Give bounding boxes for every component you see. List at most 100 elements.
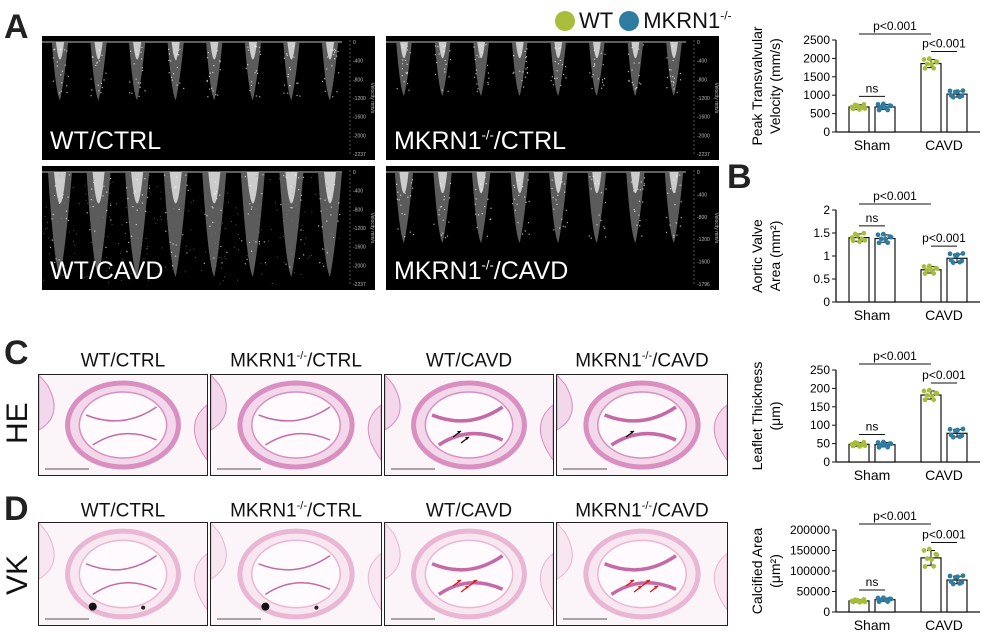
data-point <box>948 257 954 263</box>
doppler-beat <box>627 42 645 96</box>
valve-lumen <box>424 391 514 459</box>
vk-col-title-1: WT/CTRL <box>80 500 166 522</box>
arrow-icon <box>460 436 470 444</box>
noise-speck <box>146 253 148 255</box>
data-point <box>952 575 958 580</box>
bar-mkrn1--cavd <box>946 579 968 613</box>
valve-lumen <box>597 391 687 459</box>
data-point <box>926 387 932 393</box>
data-point <box>850 599 856 605</box>
velocity-scale-tick: -800 <box>353 77 363 83</box>
doppler-beat <box>279 172 305 277</box>
y-tick-label: 1.5 <box>813 226 830 240</box>
y-tick-label: 2500 <box>803 33 830 47</box>
noise-speck <box>282 236 284 238</box>
data-point <box>926 263 932 269</box>
noise-speck <box>102 216 104 218</box>
vk-col-title-4: MKRN1-/-/CAVD <box>575 500 709 522</box>
noise-speck <box>258 177 260 179</box>
noise-speck <box>74 244 76 246</box>
noise-speck <box>238 237 240 239</box>
y-tick-label: 2 <box>823 203 830 217</box>
noise-speck <box>120 252 122 254</box>
bar-mkrn1--cavd <box>946 257 968 303</box>
noise-speck <box>221 257 223 259</box>
noise-speck <box>56 221 58 223</box>
significance-label: p<0.001 <box>873 509 917 523</box>
data-point <box>850 106 856 112</box>
surrounding-tissue <box>211 375 227 431</box>
doppler-trace: 0 -400 -800 -1200 -1600 -2000 -2237 Velocity mm… <box>42 170 375 288</box>
noise-speck <box>131 206 133 208</box>
noise-speck <box>326 249 328 251</box>
noise-speck <box>129 186 131 188</box>
noise-speck <box>147 269 149 271</box>
noise-speck <box>99 255 101 257</box>
doppler-beat <box>589 42 606 96</box>
noise-speck <box>74 252 76 254</box>
noise-speck <box>237 213 239 215</box>
velocity-scale-tick: -1200 <box>353 96 366 102</box>
calcium-deposit <box>88 602 97 611</box>
arrow-icon <box>468 579 478 587</box>
noise-speck <box>102 183 104 185</box>
noise-speck <box>157 273 159 275</box>
surrounding-tissue <box>39 523 55 580</box>
noise-speck <box>73 240 75 242</box>
noise-speck <box>160 198 162 200</box>
data-point <box>947 88 953 94</box>
noise-speck <box>276 256 278 258</box>
he-col-title-2: MKRN1-/-/CTRL <box>230 350 362 372</box>
bar-mkrn1--cavd <box>946 93 968 133</box>
noise-speck <box>73 229 75 231</box>
surrounding-tissue <box>211 523 227 580</box>
velocity-scale-tick: -800 <box>697 77 707 83</box>
surrounding-tissue <box>194 552 207 611</box>
y-tick-label: 50 <box>817 437 831 451</box>
noise-speck <box>46 227 48 229</box>
data-point <box>850 238 856 244</box>
noise-speck <box>166 218 168 220</box>
data-point <box>957 94 963 100</box>
significance-label: p<0.001 <box>922 231 966 245</box>
y-tick-label: 1000 <box>803 88 830 102</box>
noise-speck <box>189 189 191 191</box>
echo-panel-ko-cavd: 0 -400 -800 -1200 -1600 -1796 Velocity mm/s MK… <box>386 166 719 290</box>
bar-wt-cavd <box>920 394 942 463</box>
noise-speck <box>147 263 149 265</box>
significance-label: p<0.001 <box>873 189 917 203</box>
noise-speck <box>85 193 87 195</box>
noise-speck <box>61 217 63 219</box>
he-image-wt-cavd <box>384 374 554 476</box>
noise-speck <box>305 237 307 239</box>
data-point <box>924 392 930 398</box>
valve-lumen <box>597 539 687 609</box>
noise-speck <box>172 207 174 209</box>
row-label-vk: VK <box>1 554 34 595</box>
noise-speck <box>291 254 293 256</box>
surrounding-tissue <box>39 375 55 431</box>
valve-section <box>385 375 553 475</box>
noise-speck <box>227 192 229 194</box>
data-point <box>947 251 953 257</box>
arrow-icon <box>633 585 643 593</box>
doppler-beat <box>511 42 529 96</box>
significance-label: p<0.001 <box>922 368 966 382</box>
noise-speck <box>156 186 158 188</box>
valve-lumen <box>251 391 341 459</box>
noise-speck <box>253 239 255 241</box>
noise-speck <box>268 240 270 242</box>
he-col-title-3: WT/CAVD <box>425 350 513 372</box>
noise-speck <box>148 279 150 281</box>
significance-label: p<0.001 <box>873 349 917 363</box>
surrounding-tissue <box>713 404 727 461</box>
data-point <box>875 232 881 238</box>
noise-speck <box>189 249 191 251</box>
data-point <box>929 557 934 562</box>
noise-speck <box>86 276 88 278</box>
bar-mkrn1--sham <box>874 237 896 303</box>
doppler-beat <box>51 42 69 101</box>
data-point <box>929 393 934 399</box>
echo-panel-wt-cavd: 0 -400 -800 -1200 -1600 -2000 -2237 Velocity mm… <box>42 166 375 290</box>
velocity-scale-tick: -800 <box>697 215 707 221</box>
